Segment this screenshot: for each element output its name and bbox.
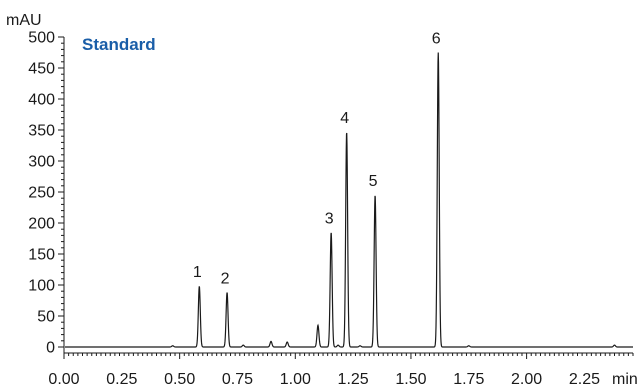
y-tick-label: 350 (28, 123, 55, 140)
peak-label-6: 6 (432, 31, 441, 48)
x-tick-label: 1.75 (453, 371, 484, 388)
y-tick-label: 300 (28, 154, 55, 171)
x-axis-unit-label: min (612, 371, 638, 388)
peak-label-2: 2 (221, 270, 230, 287)
y-tick-label: 50 (37, 309, 55, 326)
y-tick-label: 400 (28, 92, 55, 109)
y-tick-label: 200 (28, 216, 55, 233)
chart-title: Standard (82, 35, 156, 54)
peak-labels: 1 2 3 4 5 6 (193, 31, 441, 288)
x-tick-label: 2.25 (569, 371, 600, 388)
y-tick-label: 150 (28, 247, 55, 264)
chromatogram-trace (65, 52, 633, 348)
x-tick-label: 0.75 (222, 371, 253, 388)
y-tick-label: 500 (28, 30, 55, 47)
x-tick-label: 0.50 (164, 371, 195, 388)
peak-label-3: 3 (325, 210, 334, 227)
peak-label-5: 5 (369, 173, 378, 190)
peak-label-4: 4 (340, 110, 349, 127)
x-tick-label: 1.50 (395, 371, 426, 388)
y-axis-unit-label: mAU (6, 12, 42, 29)
x-tick-label: 2.00 (511, 371, 542, 388)
peak-label-1: 1 (193, 264, 202, 281)
y-tick-label: 450 (28, 61, 55, 78)
x-tick-label: 0.25 (106, 371, 137, 388)
x-tick-label: 1.00 (280, 371, 311, 388)
x-tick-label: 1.25 (338, 371, 369, 388)
x-axis: 0.00 0.25 0.50 0.75 1.00 1.25 1.50 1.75 2.00 2.25 (48, 352, 634, 388)
y-tick-label: 0 (46, 340, 55, 357)
x-tick-label: 0.00 (48, 371, 79, 388)
y-tick-label: 100 (28, 278, 55, 295)
y-tick-label: 250 (28, 185, 55, 202)
y-axis: 0 50 100 150 200 250 300 350 400 450 500 (28, 30, 65, 357)
